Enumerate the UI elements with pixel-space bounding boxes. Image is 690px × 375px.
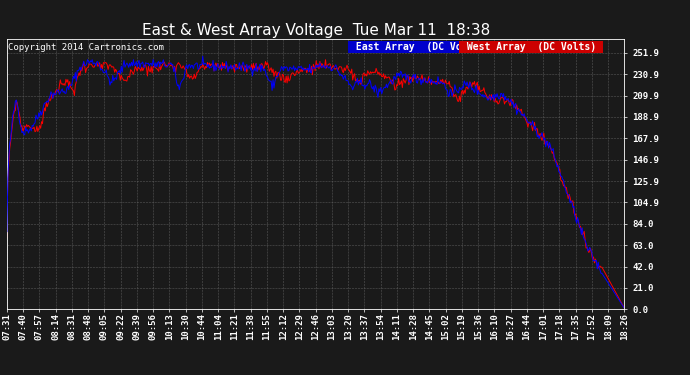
Text: Copyright 2014 Cartronics.com: Copyright 2014 Cartronics.com xyxy=(8,44,164,52)
Text: East Array  (DC Volts): East Array (DC Volts) xyxy=(350,42,491,52)
Text: West Array  (DC Volts): West Array (DC Volts) xyxy=(461,42,602,52)
Title: East & West Array Voltage  Tue Mar 11  18:38: East & West Array Voltage Tue Mar 11 18:… xyxy=(141,23,490,38)
